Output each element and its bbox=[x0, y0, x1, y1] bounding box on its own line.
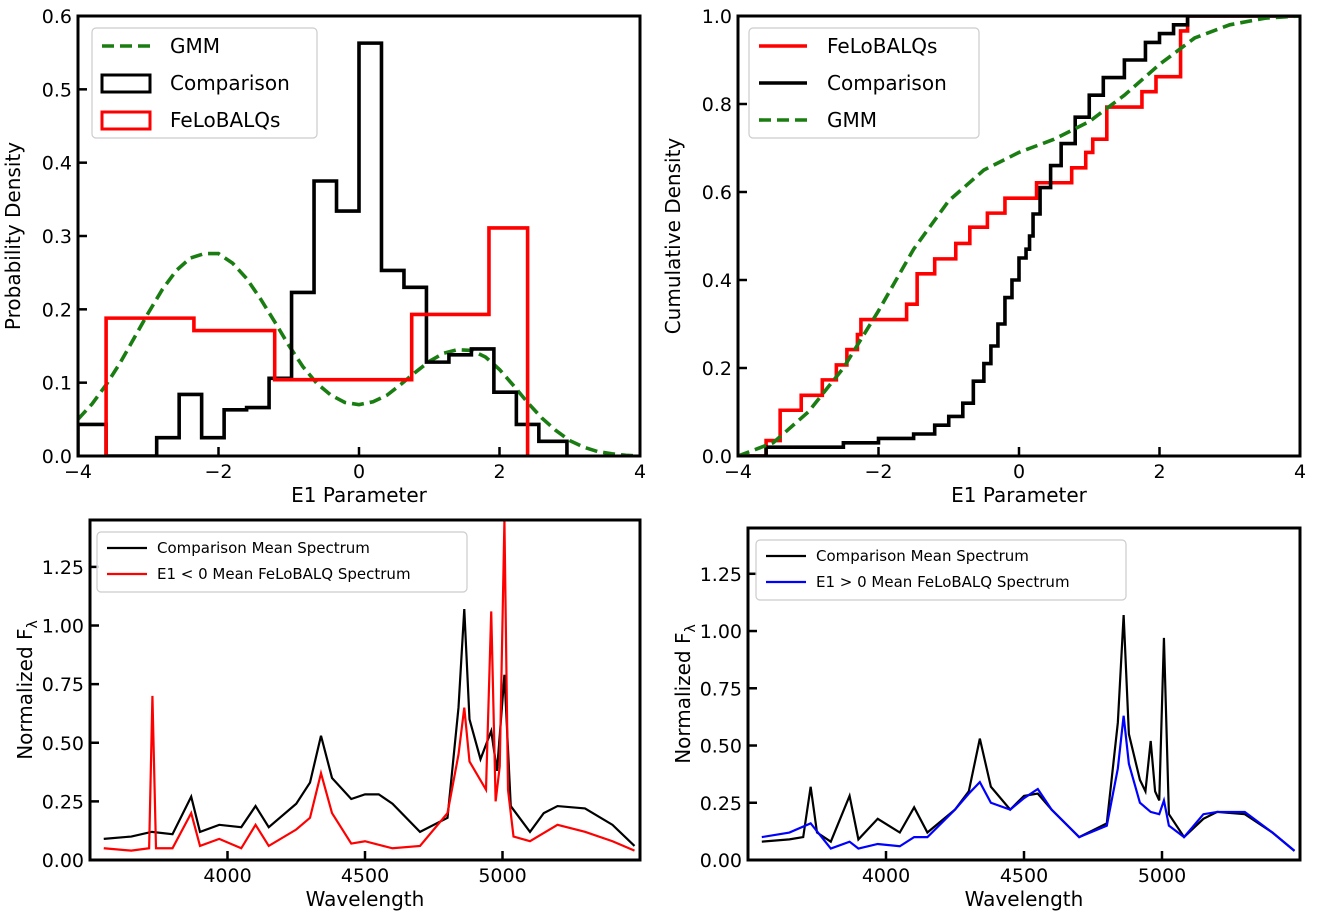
series-line-3 bbox=[738, 16, 1300, 456]
y-tick-label: 1.00 bbox=[700, 621, 742, 643]
chart-panel-4: 4000 4500 5000 0.00 0.25 0.50 0.75 1.00 1.25 Wave… bbox=[671, 526, 1302, 911]
legend-label: GMM bbox=[827, 108, 877, 132]
y-tick-label: 0.5 bbox=[42, 79, 72, 101]
plot-area bbox=[78, 41, 640, 456]
y-tick-label: 0.2 bbox=[702, 358, 732, 380]
x-axis-label: E1 Parameter bbox=[291, 483, 428, 507]
x-tick-label: 2 bbox=[1153, 461, 1165, 483]
series-line-2 bbox=[761, 715, 1296, 852]
y-tick-label: 0.6 bbox=[42, 6, 72, 28]
y-axis-label-subscript: λ bbox=[683, 624, 699, 632]
y-tick-label: 1.25 bbox=[700, 564, 742, 586]
y-axis-label: Normalized Fλ bbox=[13, 620, 41, 760]
plot-area bbox=[738, 16, 1300, 456]
chart-panel-3: 4000 4500 5000 0.00 0.25 0.50 0.75 1.00 1.25 Wave… bbox=[13, 518, 642, 911]
y-tick-label: 0.00 bbox=[42, 850, 84, 872]
x-tick-label: 4 bbox=[1294, 461, 1306, 483]
legend-label: GMM bbox=[170, 34, 220, 58]
y-tick-label: 0.0 bbox=[702, 446, 732, 468]
legend-label: Comparison bbox=[170, 71, 290, 95]
y-tick-label: 0.2 bbox=[42, 299, 72, 321]
legend-box bbox=[96, 531, 468, 593]
series-line-1 bbox=[738, 16, 1300, 456]
legend: GMM Comparison FeLoBALQs bbox=[91, 27, 318, 139]
y-tick-label: 0.75 bbox=[42, 674, 84, 696]
legend-label: Comparison Mean Spectrum bbox=[816, 547, 1029, 565]
x-tick-label: 4000 bbox=[203, 865, 251, 887]
y-tick-label: 1.00 bbox=[42, 616, 84, 638]
x-axis-label: E1 Parameter bbox=[951, 483, 1088, 507]
x-tick-label: 0 bbox=[1013, 461, 1025, 483]
x-tick-label: 4 bbox=[634, 461, 646, 483]
y-tick-label: 0.50 bbox=[42, 733, 84, 755]
legend: FeLoBALQs Comparison GMM bbox=[748, 27, 980, 139]
y-tick-label: 1.25 bbox=[42, 557, 84, 579]
x-tick-label: −4 bbox=[64, 461, 92, 483]
series-line-1 bbox=[78, 251, 640, 456]
y-tick-label: 0.75 bbox=[700, 678, 742, 700]
y-tick-label: 0.25 bbox=[42, 791, 84, 813]
x-tick-label: 0 bbox=[353, 461, 365, 483]
legend-label: FeLoBALQs bbox=[170, 108, 280, 132]
series-line-2 bbox=[103, 520, 635, 852]
y-axis-label: Normalized Fλ bbox=[671, 624, 699, 764]
y-tick-label: 0.1 bbox=[42, 373, 72, 395]
legend-box bbox=[755, 539, 1127, 601]
plot-area bbox=[761, 614, 1296, 852]
chart-panel-1: −4 −2 0 2 4 0.0 0.1 0.2 0.3 0.4 0.5 0.6 E1 Parameter… bbox=[1, 6, 646, 507]
x-tick-label: 4000 bbox=[862, 865, 910, 887]
y-axis-label-subscript: λ bbox=[25, 620, 41, 628]
y-tick-label: 0.50 bbox=[700, 736, 742, 758]
plot-area bbox=[103, 520, 636, 852]
x-axis-label: Wavelength bbox=[306, 887, 425, 911]
legend-swatch bbox=[100, 110, 152, 131]
series-line-1 bbox=[761, 614, 1296, 852]
legend-label: Comparison Mean Spectrum bbox=[157, 539, 370, 557]
legend-swatch bbox=[100, 73, 152, 94]
y-axis-label: Cumulative Density bbox=[661, 138, 685, 335]
y-tick-label: 0.8 bbox=[702, 94, 732, 116]
legend-box bbox=[748, 27, 980, 139]
legend: Comparison Mean Spectrum E1 > 0 Mean FeLo… bbox=[755, 539, 1127, 601]
x-tick-label: −2 bbox=[204, 461, 232, 483]
y-tick-label: 0.4 bbox=[702, 270, 732, 292]
x-tick-label: 4500 bbox=[341, 865, 389, 887]
y-tick-label: 0.00 bbox=[700, 850, 742, 872]
y-tick-label: 0.6 bbox=[702, 182, 732, 204]
legend-label: E1 < 0 Mean FeLoBALQ Spectrum bbox=[157, 565, 411, 583]
y-tick-label: 0.4 bbox=[42, 153, 72, 175]
y-tick-label: 0.3 bbox=[42, 226, 72, 248]
legend-label: Comparison bbox=[827, 71, 947, 95]
x-tick-label: −4 bbox=[724, 461, 752, 483]
x-tick-label: 5000 bbox=[478, 865, 526, 887]
x-tick-label: 5000 bbox=[1138, 865, 1186, 887]
series-line-1 bbox=[103, 609, 636, 847]
x-tick-label: 2 bbox=[493, 461, 505, 483]
y-axis-label: Probability Density bbox=[1, 142, 25, 330]
x-axis-label: Wavelength bbox=[965, 887, 1084, 911]
chart-panel-2: −4 −2 0 2 4 0.0 0.2 0.4 0.6 0.8 1.0 E1 Parameter Cum… bbox=[661, 6, 1306, 507]
x-tick-label: −2 bbox=[864, 461, 892, 483]
y-tick-label: 0.0 bbox=[42, 446, 72, 468]
x-tick-label: 4500 bbox=[1000, 865, 1048, 887]
series-line-2 bbox=[738, 16, 1300, 456]
series-line-2 bbox=[78, 41, 569, 456]
y-tick-label: 1.0 bbox=[702, 6, 732, 28]
y-tick-label: 0.25 bbox=[700, 793, 742, 815]
legend-label: FeLoBALQs bbox=[827, 34, 937, 58]
legend: Comparison Mean Spectrum E1 < 0 Mean FeLo… bbox=[96, 531, 468, 593]
legend-label: E1 > 0 Mean FeLoBALQ Spectrum bbox=[816, 573, 1070, 591]
series-line-3 bbox=[104, 226, 530, 456]
